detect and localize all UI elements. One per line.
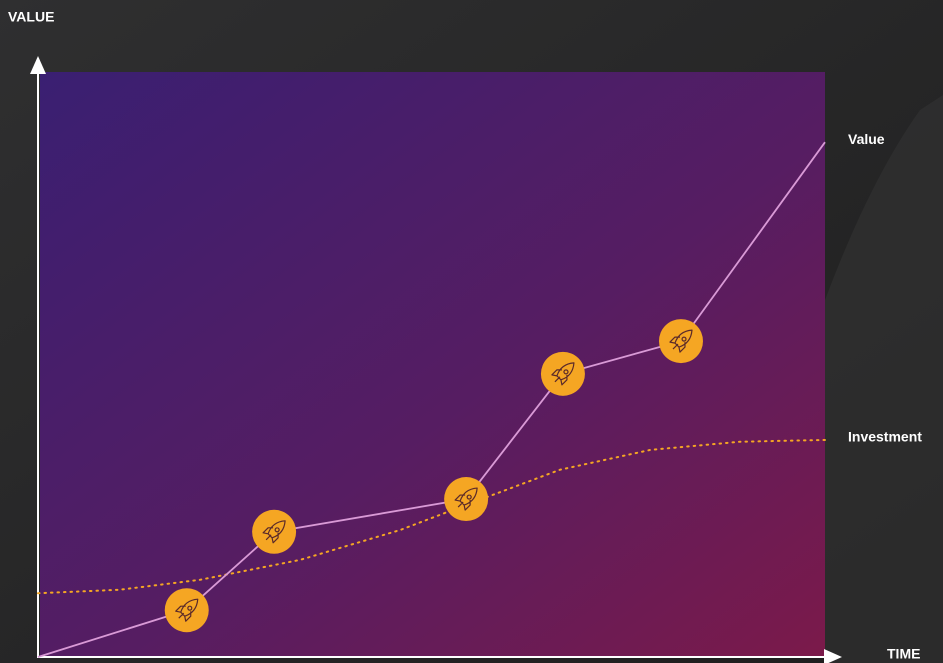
rocket-icon	[175, 598, 199, 622]
rocket-marker	[164, 588, 209, 633]
rocket-marker	[444, 477, 489, 522]
series-label: Value	[848, 131, 885, 147]
rocket-icon	[262, 520, 286, 544]
rocket-marker	[252, 509, 297, 554]
series-label: Investment	[848, 429, 922, 445]
rocket-icon	[551, 362, 575, 386]
marker-circle	[540, 351, 585, 396]
marker-circle	[164, 588, 209, 633]
x-axis-label: TIME	[887, 646, 920, 662]
rocket-icon	[454, 487, 478, 511]
marker-circle	[444, 477, 489, 522]
rocket-icon	[669, 329, 693, 353]
marker-circle	[658, 319, 703, 364]
mountain	[825, 95, 943, 663]
y-axis-label: VALUE	[8, 9, 54, 25]
plot-area	[40, 72, 825, 657]
series-line	[37, 438, 826, 595]
rocket-marker	[540, 351, 585, 396]
rocket-marker	[658, 319, 703, 364]
marker-circle	[252, 509, 297, 554]
